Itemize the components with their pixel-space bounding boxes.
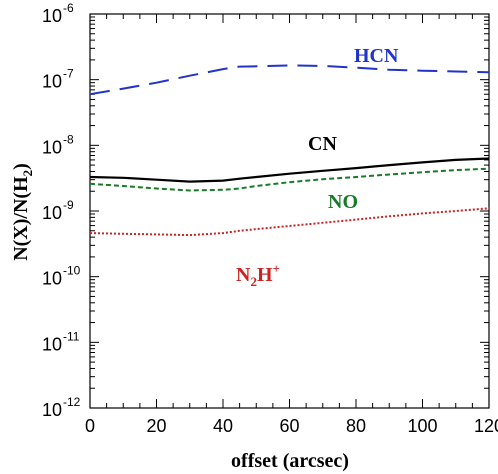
series-line-1 xyxy=(89,64,490,96)
y-tick-exponent: -9 xyxy=(63,198,74,212)
series-lines xyxy=(89,64,490,237)
y-tick-label: 10 xyxy=(42,400,62,420)
x-tick-label: 40 xyxy=(213,416,233,436)
series-line-3 xyxy=(89,167,490,192)
y-tick-exponent: -8 xyxy=(63,132,74,146)
series-label-n2h-main: N xyxy=(236,264,251,286)
y-tick-exponent: -6 xyxy=(63,1,74,15)
x-axis-title: offset (arcsec) xyxy=(231,450,349,472)
series-label-cn: CN xyxy=(308,133,337,155)
y-tick-label: 10 xyxy=(42,269,62,289)
series-label-n2h-sup: + xyxy=(273,261,280,276)
y-tick-base: 10 xyxy=(42,72,62,92)
y-tick-exponent: -11 xyxy=(63,329,80,343)
series-label-hcn: HCN xyxy=(354,45,399,67)
y-tick-base: 10 xyxy=(42,6,62,26)
y-tick-base: 10 xyxy=(42,334,62,354)
series-line-2 xyxy=(89,157,490,183)
y-tick-exponent: -10 xyxy=(63,264,81,278)
y-tick-label: 10 xyxy=(42,72,62,92)
y-tick-label: 10 xyxy=(42,6,62,26)
x-tick-labels: 0 20 40 60 80 100 120 xyxy=(85,416,498,436)
axis-ticks xyxy=(89,13,490,409)
y-tick-label: 10 xyxy=(42,334,62,354)
y-tick-base: 10 xyxy=(42,137,62,157)
series-label-n2h-rest: H xyxy=(257,264,273,286)
y-tick-exponent: -12 xyxy=(63,395,81,409)
x-tick-label: 80 xyxy=(346,416,366,436)
y-tick-exponent: -7 xyxy=(63,67,74,81)
series-label-no: NO xyxy=(328,191,358,213)
x-tick-label: 0 xyxy=(85,416,95,436)
y-tick-label: 10 xyxy=(42,137,62,157)
x-tick-label: 120 xyxy=(474,416,498,436)
y-tick-base: 10 xyxy=(42,400,62,420)
y-axis-title-prefix: N(X)/N(H xyxy=(10,176,32,261)
y-axis-title-suffix: ) xyxy=(10,163,32,170)
x-tick-label: 60 xyxy=(279,416,299,436)
y-axis-title: N(X)/N(H2) xyxy=(10,163,35,261)
plot-frame xyxy=(89,13,490,409)
series-label-n2h: N2H+ xyxy=(236,261,280,289)
x-tick-label: 20 xyxy=(146,416,166,436)
y-tick-label: 10 xyxy=(42,203,62,223)
y-tick-base: 10 xyxy=(42,269,62,289)
y-tick-base: 10 xyxy=(42,203,62,223)
y-axis-title-sub: 2 xyxy=(20,170,35,177)
series-label-n2h-sub: 2 xyxy=(250,274,257,289)
series-line-4 xyxy=(89,207,490,237)
x-tick-label: 100 xyxy=(407,416,437,436)
